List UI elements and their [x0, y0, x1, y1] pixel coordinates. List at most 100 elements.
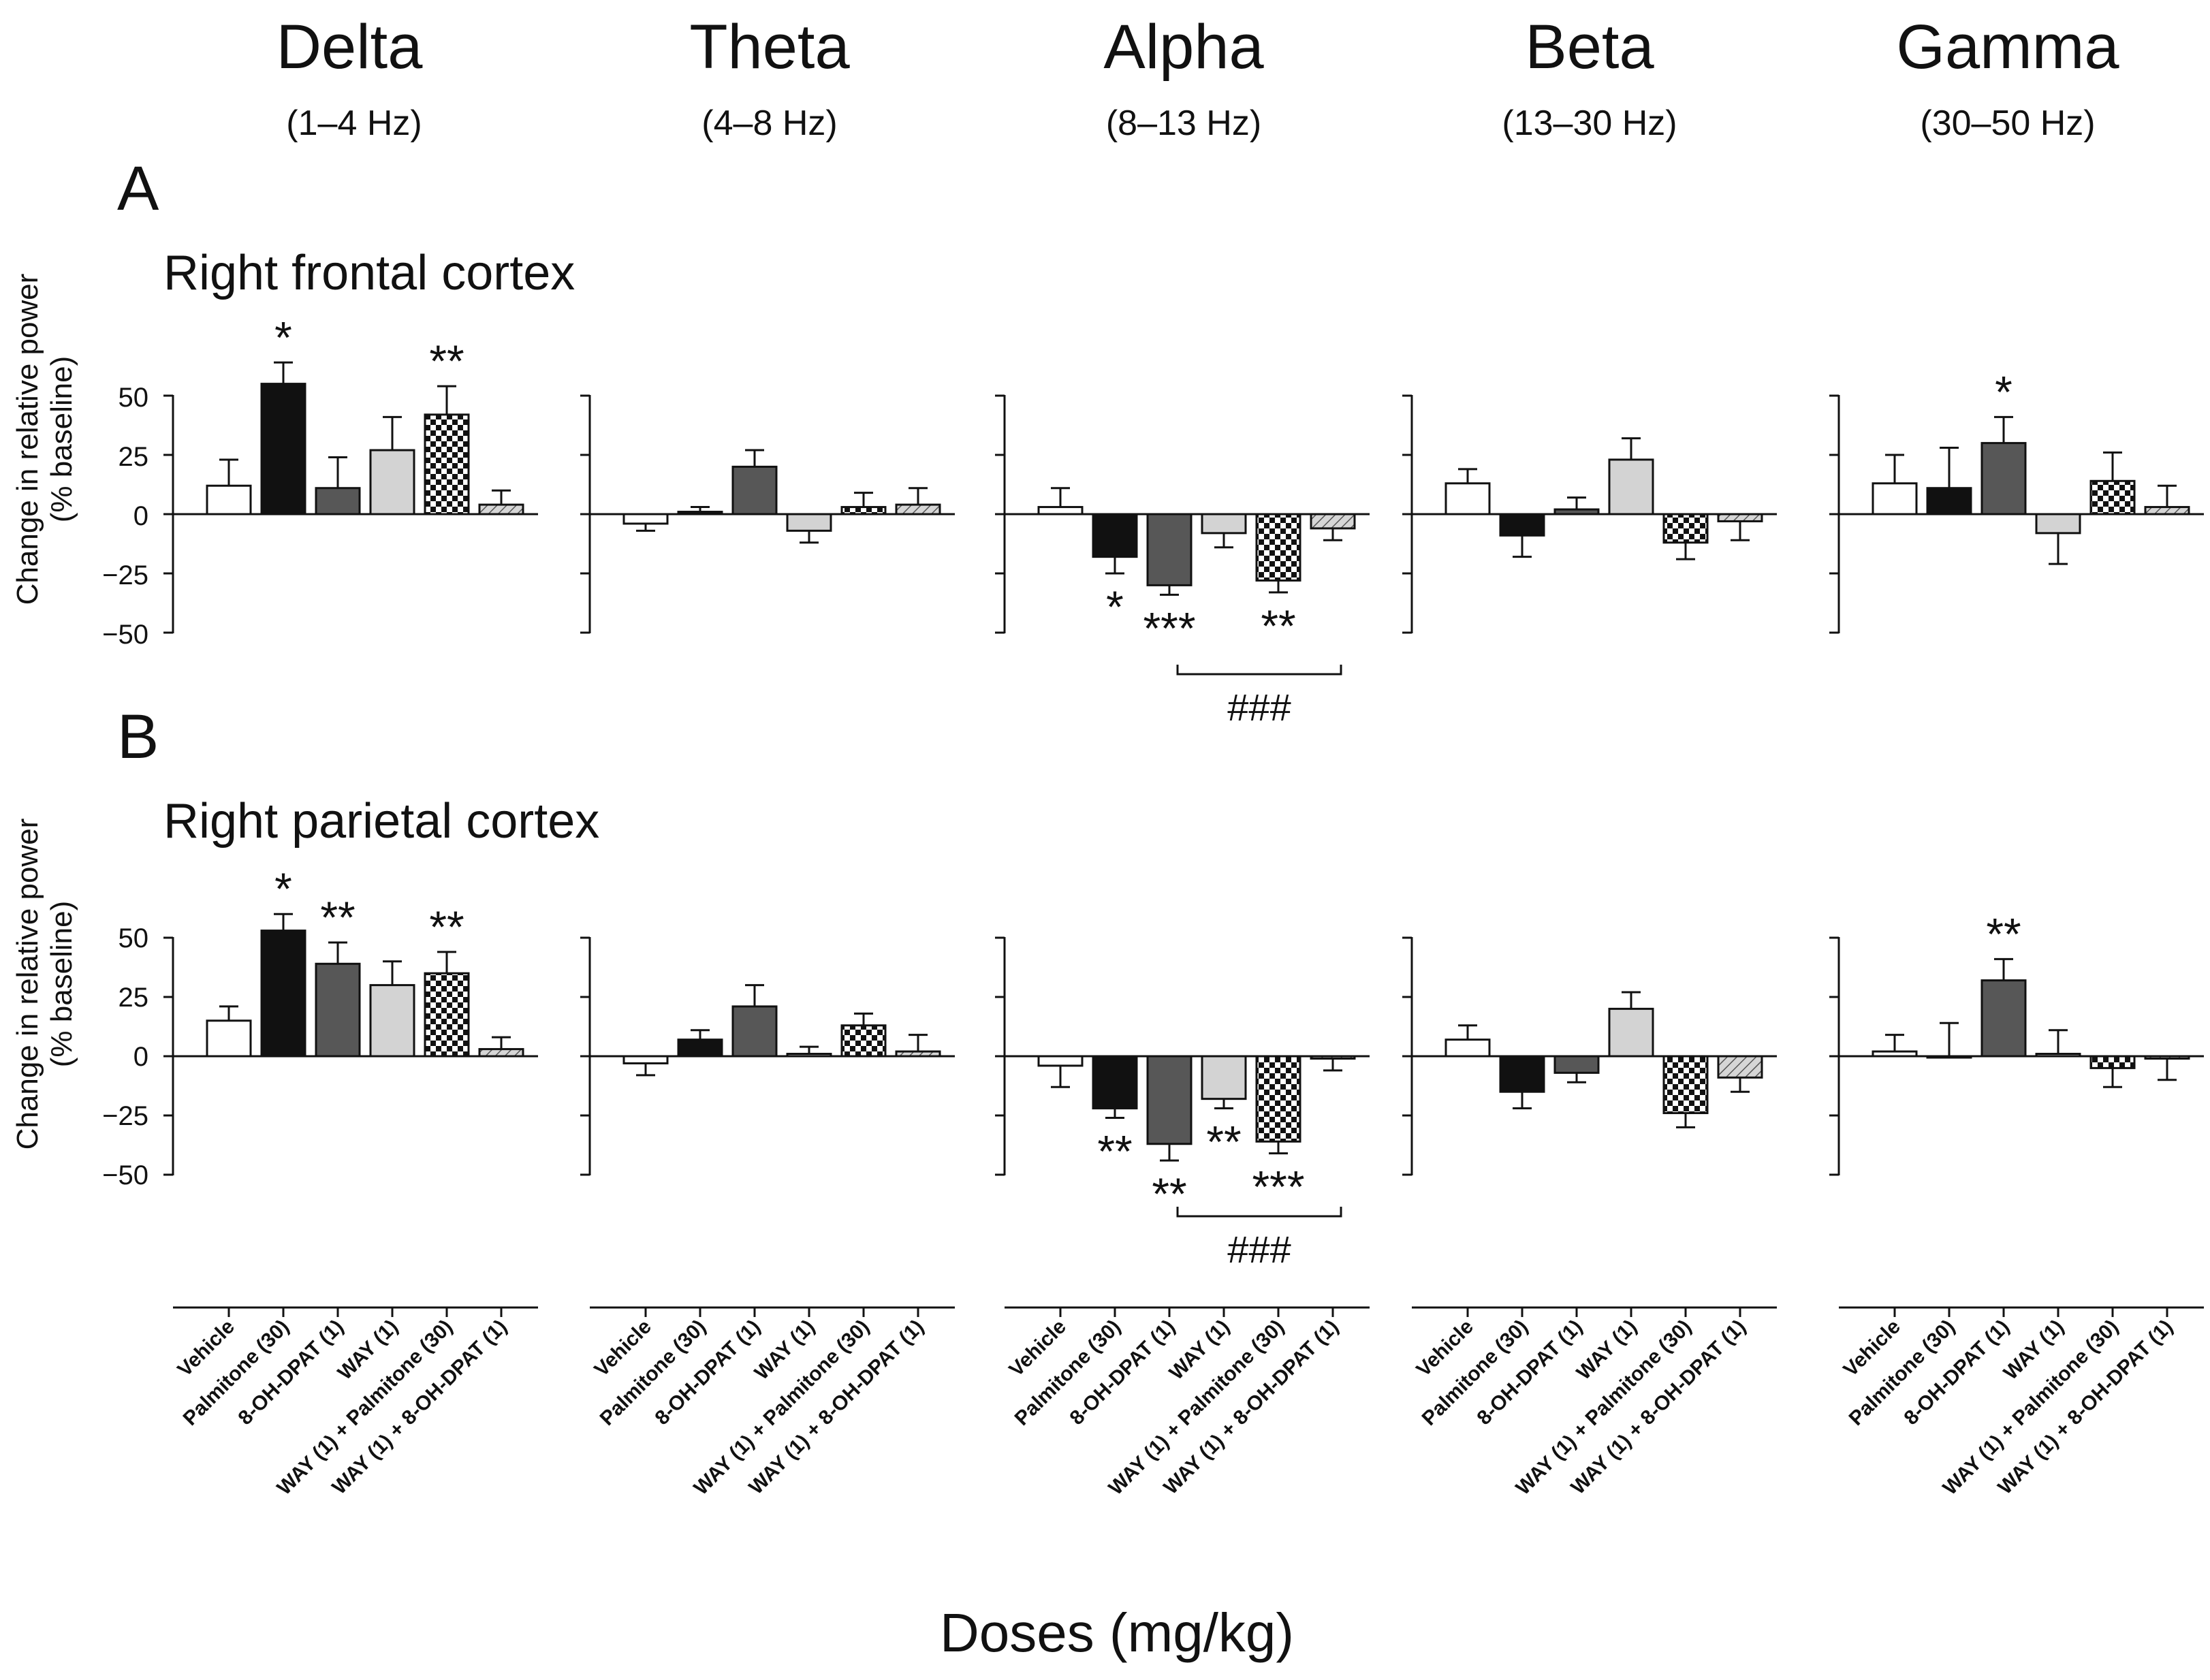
- bar: [895, 1050, 941, 1058]
- significance-stars: ***: [1143, 603, 1195, 653]
- bar: [1608, 1007, 1654, 1058]
- bar: [2089, 1055, 2136, 1069]
- subplot-a-theta: [580, 394, 955, 634]
- bracket-label: ###: [1227, 686, 1291, 729]
- bar: [1980, 442, 2027, 516]
- significance-stars: **: [429, 902, 464, 952]
- bar: [895, 503, 941, 516]
- subplot-a-alpha: * *** **###: [995, 394, 1370, 729]
- y-tick-labels-b: 50 25 0 −25 −50: [102, 923, 148, 1190]
- bar: [2035, 1053, 2081, 1058]
- y-tick-label: 50: [119, 923, 149, 953]
- significance-stars: **: [429, 336, 464, 386]
- bar: [840, 1024, 887, 1058]
- bar: [1146, 513, 1193, 586]
- x-axis-title: Doses (mg/kg): [940, 1602, 1294, 1663]
- bar: [1872, 482, 1918, 516]
- band-title-alpha: Alpha: [1103, 12, 1264, 82]
- bar: [1553, 1055, 1600, 1074]
- significance-stars: *: [274, 863, 292, 914]
- bar: [424, 972, 470, 1058]
- bar: [478, 1048, 524, 1058]
- subplot-b-alpha: *********###: [995, 936, 1370, 1271]
- bar: [622, 1055, 669, 1064]
- bar: [1445, 1039, 1491, 1058]
- y-tick-label: −50: [102, 1160, 148, 1190]
- y-tick-label: 50: [119, 383, 149, 413]
- panel-label-a: A: [117, 154, 159, 223]
- y-axis-title-b-line-1: Change in relative power: [11, 819, 44, 1150]
- band-range-beta: (13–30 Hz): [1502, 104, 1677, 143]
- bar: [1662, 1055, 1709, 1115]
- bar: [1201, 1055, 1247, 1100]
- bar: [1037, 1055, 1084, 1067]
- comparison-bracket: ###: [1176, 1207, 1342, 1271]
- bar: [315, 962, 361, 1058]
- bar: [677, 1039, 723, 1058]
- bar: [369, 984, 415, 1058]
- significance-stars: **: [1152, 1169, 1186, 1219]
- bar: [1201, 513, 1247, 535]
- bar: [1926, 487, 1972, 516]
- bar: [1553, 508, 1600, 516]
- band-range-alpha: (8–13 Hz): [1106, 104, 1261, 143]
- band-range-theta: (4–8 Hz): [701, 104, 837, 143]
- significance-stars: **: [1986, 908, 2021, 959]
- plots: * *** *** **###**** ***********###**: [163, 312, 2204, 1271]
- bar: [1310, 1055, 1356, 1060]
- y-tick-label: −25: [102, 560, 148, 590]
- band-title-delta: Delta: [277, 12, 424, 82]
- y-tick-label: −50: [102, 620, 148, 650]
- bar: [2144, 1055, 2190, 1060]
- bar: [1717, 1055, 1763, 1079]
- significance-stars: *: [1995, 366, 2012, 417]
- bar: [786, 513, 832, 532]
- bar: [1608, 458, 1654, 516]
- bar: [1310, 513, 1356, 530]
- bar: [260, 383, 306, 516]
- band-range-delta: (1–4 Hz): [286, 104, 422, 143]
- y-tick-label: −25: [102, 1101, 148, 1131]
- bracket-label: ###: [1227, 1228, 1291, 1271]
- significance-stars: **: [1206, 1117, 1241, 1167]
- subplot-b-gamma: **: [1829, 908, 2204, 1176]
- subplot-a-gamma: *: [1829, 366, 2204, 634]
- bar: [1092, 1055, 1138, 1110]
- bar: [1926, 1055, 1972, 1059]
- bar: [1980, 979, 2027, 1058]
- region-title-frontal: Right frontal cortex: [163, 246, 575, 300]
- y-tick-label: 25: [119, 983, 149, 1013]
- significance-stars: ***: [1252, 1162, 1304, 1212]
- bar: [2144, 506, 2190, 516]
- subplot-b-theta: [580, 936, 955, 1176]
- bar: [1717, 513, 1763, 522]
- subplot-a-delta: * **: [163, 312, 538, 634]
- bar: [1499, 1055, 1545, 1093]
- bar: [315, 487, 361, 516]
- bar: [369, 449, 415, 516]
- y-tick-label: 0: [133, 1042, 148, 1072]
- bar: [2089, 479, 2136, 516]
- y-axis-title-a: Change in relative power (% baseline): [11, 274, 78, 605]
- bar: [1092, 513, 1138, 558]
- y-tick-labels-a: 50 25 0 −25 −50: [102, 383, 148, 650]
- region-title-parietal: Right parietal cortex: [163, 794, 599, 849]
- bar: [1872, 1050, 1918, 1058]
- y-tick-label: 25: [119, 442, 149, 472]
- significance-stars: **: [320, 892, 355, 942]
- significance-stars: *: [274, 312, 292, 362]
- comparison-bracket: ###: [1176, 665, 1342, 729]
- y-tick-label: 0: [133, 501, 148, 531]
- bar: [2035, 513, 2081, 535]
- bar: [731, 465, 778, 516]
- bar: [1037, 506, 1084, 516]
- y-axis-title-a-line-1: Change in relative power: [11, 274, 44, 605]
- band-headers: Delta (1–4 Hz) Theta (4–8 Hz) Alpha (8–1…: [277, 12, 2120, 143]
- subplot-a-beta: [1402, 394, 1777, 634]
- panel-label-b: B: [117, 702, 159, 772]
